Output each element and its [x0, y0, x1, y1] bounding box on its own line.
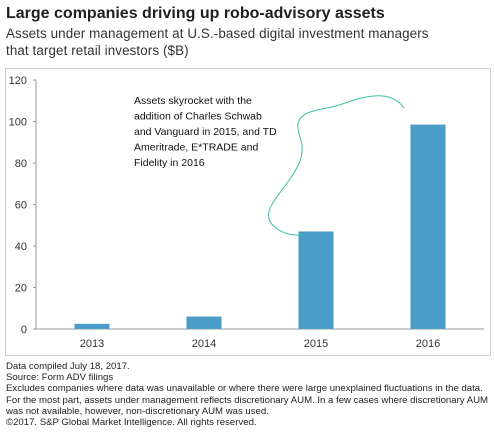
- bar-2016: [410, 124, 446, 329]
- annotation-connector: [268, 95, 405, 236]
- bar-2015: [298, 231, 334, 329]
- annotation-line-3: and Vanguard in 2015, and TD: [134, 126, 277, 138]
- subtitle-line-2: that target retail investors ($B): [6, 43, 189, 58]
- chart-title: Large companies driving up robo-advisory…: [6, 5, 385, 22]
- plot-area: [5, 68, 491, 356]
- y-tick-label: 40: [15, 241, 27, 253]
- chart-subtitle: Assets under management at U.S.-based di…: [6, 25, 490, 59]
- bar-2013: [74, 323, 110, 329]
- y-tick-label: 100: [9, 117, 27, 129]
- bar-2014: [186, 316, 222, 329]
- x-tick-label: 2014: [192, 338, 216, 350]
- y-tick-label: 120: [9, 75, 27, 87]
- annotation-line-2: addition of Charles Schwab: [134, 111, 262, 123]
- footnote-aum: For the most part, assets under manageme…: [6, 394, 489, 417]
- annotation-line-5: Fidelity in 2016: [134, 157, 205, 169]
- footnote-exclusions: Excludes companies where data was unavai…: [6, 383, 483, 395]
- footnote-source: Source: Form ADV filings: [6, 372, 114, 384]
- subtitle-line-1: Assets under management at U.S.-based di…: [6, 26, 429, 41]
- x-tick-label: 2013: [80, 338, 104, 350]
- footnote-compiled: Data compiled July 18, 2017.: [6, 361, 130, 372]
- footnote-copyright: ©2017. S&P Global Market Intelligence. A…: [6, 417, 257, 429]
- y-tick-label: 0: [21, 324, 27, 336]
- annotation-line-4: Ameritrade, E*TRADE and: [134, 142, 258, 154]
- footnotes: Data compiled July 18, 2017. Source: For…: [6, 361, 491, 428]
- y-tick-label: 60: [15, 200, 27, 212]
- x-tick-label: 2015: [304, 338, 328, 350]
- y-tick-label: 80: [15, 158, 27, 170]
- annotation-line-1: Assets skyrocket with the: [134, 95, 252, 107]
- y-tick-label: 20: [15, 283, 27, 295]
- x-tick-label: 2016: [416, 338, 440, 350]
